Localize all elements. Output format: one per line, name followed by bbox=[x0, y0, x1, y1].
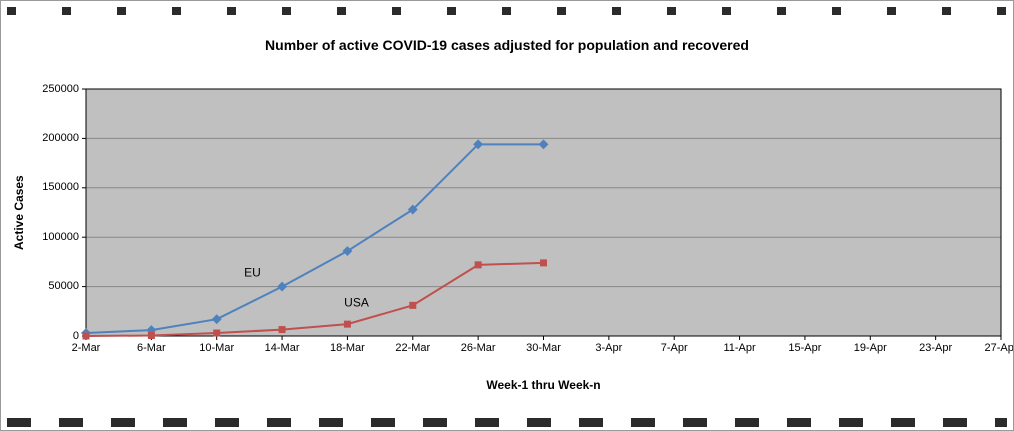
series-eu-line bbox=[85, 143, 544, 335]
series-label: EU bbox=[244, 266, 261, 280]
series-usa-marker bbox=[278, 326, 286, 334]
x-tick-label: 3-Apr bbox=[595, 342, 623, 354]
y-tick-label: 50000 bbox=[48, 280, 79, 293]
x-axis-title: Week-1 thru Week-n bbox=[486, 378, 601, 392]
x-tick-label: 18-Mar bbox=[330, 342, 365, 354]
x-tick-label: 27-Apr bbox=[984, 342, 1014, 354]
y-tick-label: 0 bbox=[72, 329, 79, 342]
series-usa-marker bbox=[343, 320, 351, 328]
x-tick-label: 22-Mar bbox=[395, 342, 431, 354]
x-tick-label: 7-Apr bbox=[660, 342, 688, 354]
series-usa-line bbox=[85, 261, 544, 337]
plot-background bbox=[86, 89, 1001, 336]
series-usa-marker bbox=[147, 332, 155, 340]
x-tick-label: 30-Mar bbox=[526, 342, 561, 354]
x-tick-label: 2-Mar bbox=[71, 342, 101, 354]
y-tick-label: 150000 bbox=[42, 181, 79, 194]
x-tick-label: 10-Mar bbox=[199, 342, 235, 354]
y-tick-label: 200000 bbox=[42, 131, 79, 144]
series-eu-marker bbox=[342, 246, 353, 256]
x-tick-label: 26-Mar bbox=[460, 342, 496, 354]
x-tick-label: 23-Apr bbox=[919, 342, 953, 354]
series-eu-marker bbox=[277, 281, 288, 292]
x-tick-label: 19-Apr bbox=[853, 342, 887, 354]
chart-title: Number of active COVID-19 cases adjusted… bbox=[265, 37, 749, 53]
bottom-edge-artifacts bbox=[7, 418, 1007, 427]
x-tick-label: 14-Mar bbox=[264, 342, 300, 354]
series-eu-marker bbox=[407, 204, 418, 215]
series-usa-marker bbox=[409, 301, 417, 309]
series-usa-marker bbox=[82, 332, 90, 340]
top-edge-artifacts bbox=[7, 7, 1007, 15]
series-usa-marker bbox=[474, 261, 482, 269]
series-eu-marker bbox=[473, 139, 484, 150]
y-tick-label: 250000 bbox=[42, 82, 79, 95]
y-tick-label: 100000 bbox=[42, 230, 79, 243]
series-label: USA bbox=[344, 295, 369, 309]
x-tick-label: 15-Apr bbox=[788, 342, 822, 354]
x-tick-label: 6-Mar bbox=[136, 342, 166, 354]
series-eu-marker bbox=[538, 139, 549, 150]
series-eu-marker bbox=[211, 314, 222, 325]
x-tick-label: 11-Apr bbox=[723, 342, 756, 354]
series-usa-marker bbox=[213, 329, 221, 337]
series-usa-marker bbox=[540, 259, 547, 267]
